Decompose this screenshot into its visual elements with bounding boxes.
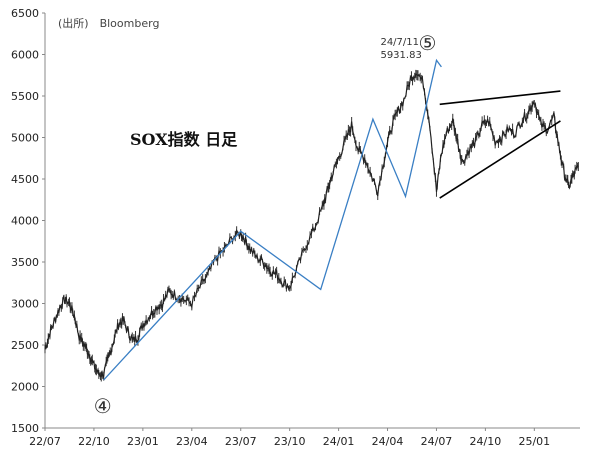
y-tick-label: 2000 [11, 381, 39, 394]
y-tick-label: 5000 [11, 132, 39, 145]
y-tick-label: 6500 [11, 7, 39, 20]
x-tick-label: 23/07 [225, 435, 257, 448]
y-tick-label: 3500 [11, 256, 39, 269]
chart-plot [44, 58, 579, 382]
peak-date-label: 24/7/11 [380, 37, 419, 48]
y-tick-label: 6000 [11, 49, 39, 62]
chart-labels: 1500 2000 2500 3000 3500 4000 4500 5000 5500 6000… [11, 7, 550, 448]
triangle-lower-line [439, 120, 561, 199]
x-tick-label: 22/10 [78, 435, 110, 448]
triangle-upper-line [439, 90, 561, 106]
wave-trend-line [103, 58, 442, 381]
x-tick-label: 23/10 [274, 435, 306, 448]
x-tick-label: 24/07 [421, 435, 453, 448]
x-tick-label: 25/01 [518, 435, 550, 448]
x-tick-label: 24/04 [372, 435, 404, 448]
x-tick-label: 23/01 [127, 435, 159, 448]
y-tick-label: 2500 [11, 339, 39, 352]
y-tick-label: 4500 [11, 173, 39, 186]
y-tick-label: 4000 [11, 215, 39, 228]
y-tick-label: 1500 [11, 422, 39, 435]
x-tick-label: 24/10 [470, 435, 502, 448]
wave-5-label: ⑤ [418, 31, 436, 55]
chart-title: SOX指数 日足 [130, 130, 238, 149]
wave-4-label: ④ [94, 394, 112, 418]
y-tick-label: 3000 [11, 298, 39, 311]
chart-grid [42, 12, 580, 431]
source-label: (出所) Bloomberg [58, 16, 159, 30]
x-tick-label: 23/04 [176, 435, 208, 448]
x-tick-label: 24/01 [323, 435, 355, 448]
x-tick-label: 22/07 [29, 435, 61, 448]
peak-value-label: 5931.83 [380, 50, 421, 61]
price-series-line [44, 73, 579, 380]
y-tick-label: 5500 [11, 90, 39, 103]
